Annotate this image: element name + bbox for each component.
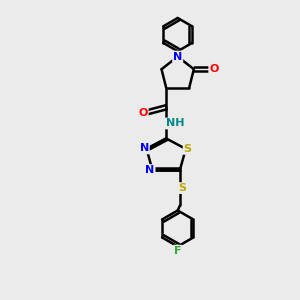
Text: NH: NH xyxy=(166,118,184,128)
Text: O: O xyxy=(209,64,219,74)
Text: N: N xyxy=(173,52,182,61)
Text: S: S xyxy=(184,144,192,154)
Text: O: O xyxy=(138,108,148,118)
Text: N: N xyxy=(146,165,154,175)
Text: S: S xyxy=(178,183,186,193)
Text: N: N xyxy=(140,143,149,153)
Text: F: F xyxy=(174,246,182,256)
